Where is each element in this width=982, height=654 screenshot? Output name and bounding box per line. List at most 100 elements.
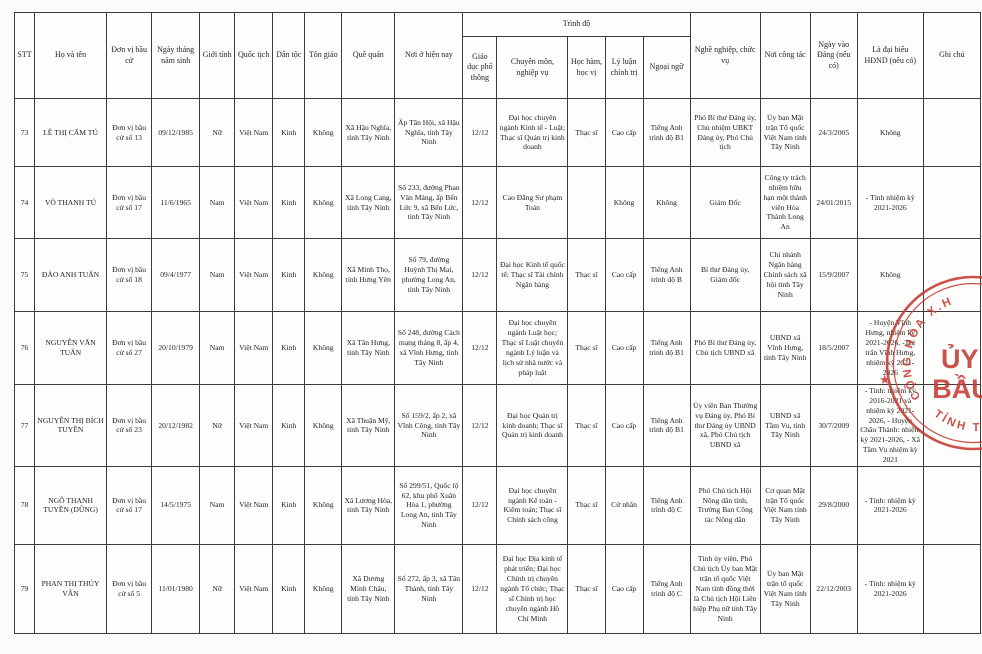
cell-dan-toc: Kinh xyxy=(272,384,306,467)
cell-que-quan: Xã Hậu Nghĩa, tỉnh Tây Ninh xyxy=(341,98,396,167)
cell-quoc-tich: Việt Nam xyxy=(234,384,274,467)
cell-noi-cong-tac: UBND xã Vĩnh Hưng, tỉnh Tây Ninh xyxy=(759,311,811,385)
cell-ngay-vao-dang: 30/7/2009 xyxy=(809,384,858,467)
cell-noi-cong-tac: Công ty trách nhiệm hữu hạn một thành vi… xyxy=(759,166,811,239)
col-header-stt: STT xyxy=(13,12,36,99)
cell-ngay-vao-dang: 18/5/2007 xyxy=(809,311,858,385)
cell-ly-luan-chinh-tri: Không xyxy=(604,166,644,239)
cell-noi-o-hien-nay: Số 159/2, ấp 2, xã Vĩnh Công, tỉnh Tây N… xyxy=(394,384,464,467)
cell-chuyen-mon-nghiep-vu: Đại học chuyên ngành Kinh tế - Luật; Thạ… xyxy=(496,98,569,167)
cell-stt: 78 xyxy=(13,465,36,545)
cell-ngoai-ngu: Tiếng Anh trình độ B1 xyxy=(642,311,691,385)
cell-gioi-tinh: Nữ xyxy=(199,98,236,167)
table-row: 74 VÕ THANH TÚ Đơn vị bầu cử số 17 11/6/196… xyxy=(13,166,982,239)
cell-chuyen-mon-nghiep-vu: Đại học chuyên ngành Luật học; Thạc sĩ L… xyxy=(496,311,569,385)
cell-ly-luan-chinh-tri: Cao cấp xyxy=(604,238,644,312)
cell-nghe-nghiep-chuc-vu: Phó Bí thư Đảng ủy, Chủ nhiệm UBKT Đảng … xyxy=(689,98,761,167)
delegates-table: STT Họ và tên Đơn vị bầu cử Ngày tháng n… xyxy=(13,12,982,634)
cell-ho-va-ten: ĐÀO ANH TUẤN xyxy=(34,238,108,312)
cell-hoc-ham-hoc-vi: Thạc sĩ xyxy=(567,238,606,312)
cell-ngoai-ngu: Tiếng Anh trình độ B1 xyxy=(642,384,691,467)
table-body: 73 LÊ THỊ CẨM TÚ Đơn vị bầu cử số 13 09/12/… xyxy=(13,98,982,634)
cell-noi-o-hien-nay: Số 79, đường Huỳnh Thị Mai, phường Long … xyxy=(394,238,464,312)
cell-giao-duc-pho-thong: 12/12 xyxy=(462,311,498,385)
cell-ghi-chu xyxy=(922,311,982,385)
cell-ton-giao: Không xyxy=(304,238,343,312)
cell-ngay-thang-nam-sinh: 20/12/1982 xyxy=(151,384,201,467)
cell-gioi-tinh: Nam xyxy=(199,311,236,385)
col-header-nghe-nghiep: Nghề nghiệp, chức vụ xyxy=(689,12,761,99)
cell-stt: 75 xyxy=(13,238,36,312)
cell-noi-cong-tac: UBND xã Tầm Vu, tỉnh Tây Ninh xyxy=(759,384,811,467)
cell-ton-giao: Không xyxy=(304,543,343,634)
col-header-ho-va-ten: Họ và tên xyxy=(34,12,108,99)
cell-nghe-nghiep-chuc-vu: Giám Đốc xyxy=(689,166,761,239)
cell-dan-toc: Kinh xyxy=(272,311,306,385)
col-header-noi-o-hien-nay: Nơi ở hiện nay xyxy=(394,12,464,99)
cell-hoc-ham-hoc-vi: Thạc sĩ xyxy=(567,311,606,385)
cell-stt: 76 xyxy=(13,311,36,385)
cell-ghi-chu xyxy=(922,98,982,167)
col-header-trinh-do-group: Trình độ xyxy=(462,12,691,37)
cell-ngay-vao-dang: 24/01/2015 xyxy=(809,166,858,239)
cell-que-quan: Xã Lương Hòa, tỉnh Tây Ninh xyxy=(341,465,396,545)
cell-ngay-thang-nam-sinh: 11/6/1965 xyxy=(151,166,201,239)
col-header-la-dai-bieu-hdnd: Là đại biểu HĐND (nếu có) xyxy=(856,12,924,99)
cell-que-quan: Xã Tân Hưng, tỉnh Tây Ninh xyxy=(341,311,396,385)
cell-hoc-ham-hoc-vi: Thạc sĩ xyxy=(567,98,606,167)
cell-noi-cong-tac: Chi nhánh Ngân hàng Chính sách xã hội tỉ… xyxy=(759,238,811,312)
cell-noi-cong-tac: Ủy ban Mặt trận Tổ quốc Việt Nam tỉnh Tâ… xyxy=(759,98,811,167)
cell-ngay-thang-nam-sinh: 09/12/1985 xyxy=(151,98,201,167)
cell-ton-giao: Không xyxy=(304,384,343,467)
cell-quoc-tich: Việt Nam xyxy=(234,543,274,634)
cell-nghe-nghiep-chuc-vu: Ủy viên Ban Thường vụ Đảng ủy, Phó Bí th… xyxy=(689,384,761,467)
cell-hoc-ham-hoc-vi: Thạc sĩ xyxy=(567,465,606,545)
cell-hoc-ham-hoc-vi: Thạc sĩ xyxy=(567,384,606,467)
cell-ngay-thang-nam-sinh: 14/5/1975 xyxy=(151,465,201,545)
cell-ngoai-ngu: Tiếng Anh trình độ C xyxy=(642,465,691,545)
cell-ghi-chu xyxy=(922,465,982,545)
cell-noi-o-hien-nay: Ấp Tân Hội, xã Hậu Nghĩa, tỉnh Tây Ninh xyxy=(394,98,464,167)
cell-nghe-nghiep-chuc-vu: Bí thư Đảng ủy, Giám đốc xyxy=(689,238,761,312)
cell-giao-duc-pho-thong: 12/12 xyxy=(462,98,498,167)
cell-noi-o-hien-nay: Số 272, ấp 3, xã Tân Thành, tỉnh Tây Nin… xyxy=(394,543,464,634)
col-header-que-quan: Quê quán xyxy=(341,12,396,99)
cell-nghe-nghiep-chuc-vu: Phó Chủ tịch Hội Nông dân tỉnh, Trưởng B… xyxy=(689,465,761,545)
cell-ho-va-ten: NGÔ THANH TUYỀN (DŨNG) xyxy=(34,465,108,545)
col-header-ngay-vao-dang: Ngày vào Đảng (nếu có) xyxy=(809,12,858,99)
cell-don-vi-bau-cu: Đơn vị bầu cử số 13 xyxy=(106,98,153,167)
cell-stt: 77 xyxy=(13,384,36,467)
cell-ho-va-ten: NGUYỄN THỊ BÍCH TUYỀN xyxy=(34,384,108,467)
cell-ho-va-ten: NGUYỄN VĂN TUẤN xyxy=(34,311,108,385)
cell-don-vi-bau-cu: Đơn vị bầu cử số 23 xyxy=(106,384,153,467)
col-header-hoc-ham: Học hàm, học vị xyxy=(567,36,606,99)
table-row: 78 NGÔ THANH TUYỀN (DŨNG) Đơn vị bầu cử số… xyxy=(13,465,982,545)
cell-chuyen-mon-nghiep-vu: Đại học chuyên ngành Kế toán - Kiểm toán… xyxy=(496,465,569,545)
cell-hoc-ham-hoc-vi: Thạc sĩ xyxy=(567,543,606,634)
table-header: STT Họ và tên Đơn vị bầu cử Ngày tháng n… xyxy=(13,12,982,99)
cell-la-dai-bieu-hdnd: Không xyxy=(856,98,924,167)
col-header-don-vi-bau-cu: Đơn vị bầu cử xyxy=(106,12,153,99)
cell-giao-duc-pho-thong: 12/12 xyxy=(462,384,498,467)
col-header-ton-giao: Tôn giáo xyxy=(304,12,343,99)
cell-giao-duc-pho-thong: 12/12 xyxy=(462,543,498,634)
cell-la-dai-bieu-hdnd: - Tỉnh: nhiệm kỳ 2016-2021 và nhiệm kỳ 2… xyxy=(856,384,924,467)
cell-quoc-tich: Việt Nam xyxy=(234,166,274,239)
col-header-ghi-chu: Ghi chú xyxy=(922,12,982,99)
cell-la-dai-bieu-hdnd: - Tỉnh nhiệm kỳ 2021-2026 xyxy=(856,166,924,239)
cell-gioi-tinh: Nữ xyxy=(199,543,236,634)
cell-ly-luan-chinh-tri: Cử nhân xyxy=(604,465,644,545)
col-header-quoc-tich: Quốc tịch xyxy=(234,12,274,99)
col-header-chuyen-mon: Chuyên môn, nghiệp vụ xyxy=(496,36,569,99)
cell-ton-giao: Không xyxy=(304,311,343,385)
cell-ghi-chu xyxy=(922,166,982,239)
col-header-ly-luan: Lý luận chính trị xyxy=(604,36,644,99)
cell-chuyen-mon-nghiep-vu: Cao Đẳng Sư phạm Toán xyxy=(496,166,569,239)
cell-gioi-tinh: Nữ xyxy=(199,384,236,467)
cell-quoc-tich: Việt Nam xyxy=(234,98,274,167)
cell-ly-luan-chinh-tri: Cao cấp xyxy=(604,543,644,634)
cell-ngay-vao-dang: 24/3/2005 xyxy=(809,98,858,167)
cell-stt: 74 xyxy=(13,166,36,239)
table-row: 79 PHAN THỊ THÚY VÂN Đơn vị bầu cử số 5 11/… xyxy=(13,543,982,634)
cell-noi-cong-tac: Cơ quan Mặt trận Tổ quốc Việt Nam tỉnh T… xyxy=(759,465,811,545)
